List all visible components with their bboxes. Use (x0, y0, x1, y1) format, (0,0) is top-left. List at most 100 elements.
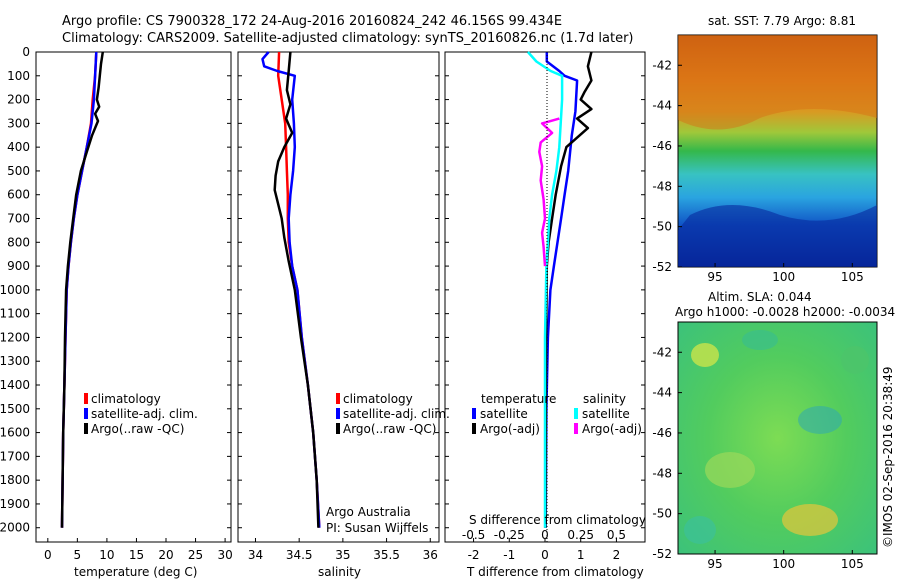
panel-temperature-frame (35, 51, 232, 543)
x-tick-label: -1 (503, 548, 515, 562)
legend-label-t-satellite: satellite (480, 407, 528, 421)
lat-tick-label: -42 (652, 58, 672, 72)
legend-label-climatology: climatology (91, 392, 161, 406)
legend-swatch-t-argo (472, 423, 476, 434)
sla-blob (782, 504, 838, 536)
lon-tick-label: 100 (772, 557, 795, 571)
legend-label-s-satellite: satellite (582, 407, 630, 421)
lat-tick-label: -44 (652, 386, 672, 400)
x-tick-label: 0.25 (567, 528, 594, 542)
lat-tick-label: -48 (652, 179, 672, 193)
depth-tick-label: 1300 (0, 354, 30, 368)
sla-blob (691, 343, 719, 367)
legend-label-climatology: climatology (343, 392, 413, 406)
series-line-argo-raw-qc- (273, 51, 320, 528)
x-tick-label: 10 (99, 548, 114, 562)
depth-tick-label: 2000 (0, 521, 30, 535)
sst-map-title: sat. SST: 7.79 Argo: 8.81 (708, 14, 856, 28)
diff-s-x-ticks: -0.5 -0.25 0 0.25 0.5 (462, 528, 626, 542)
depth-tick-label: 800 (7, 235, 30, 249)
series-line-satellite (526, 51, 564, 528)
x-tick-label: 34.5 (286, 548, 313, 562)
depth-tick-label: 700 (7, 212, 30, 226)
depth-tick-label: 1700 (0, 449, 30, 463)
salinity-legend: climatology satellite-adj. clim. Argo(..… (336, 392, 450, 436)
x-tick-label: 35.5 (373, 548, 400, 562)
temperature-legend: climatology satellite-adj. clim. Argo(..… (84, 392, 198, 436)
lon-tick-label: 100 (772, 270, 795, 284)
legend-label-satellite: satellite-adj. clim. (343, 407, 450, 421)
sla-blob (742, 330, 778, 350)
depth-tick-label: 500 (7, 164, 30, 178)
legend-label-s-argo: Argo(-adj) (582, 422, 642, 436)
x-tick-label: 0 (541, 528, 549, 542)
x-tick-label: -2 (468, 548, 480, 562)
diff-xlabel: T difference from climatology (466, 565, 644, 579)
imos-stamp: ©IMOS 02-Sep-2016 20:38:49 (881, 366, 895, 548)
salinity-series-group (261, 51, 321, 528)
sst-x-ticks: 95 100 105 (707, 263, 864, 284)
sla-blob (684, 516, 716, 544)
sst-y-ticks: -42 -44 -46 -48 -50 -52 (652, 58, 682, 274)
depth-tick-label: 1800 (0, 473, 30, 487)
x-tick-label: 2 (613, 548, 621, 562)
salinity-xlabel: salinity (318, 565, 361, 579)
legend-title-salinity: salinity (583, 392, 626, 406)
depth-tick-label: 1500 (0, 402, 30, 416)
depth-tick-label: 400 (7, 140, 30, 154)
sla-x-ticks: 95 100 105 (707, 550, 864, 571)
lon-tick-label: 95 (707, 557, 722, 571)
sla-y-ticks: -42 -44 -46 -48 -50 -52 (652, 345, 682, 561)
depth-tick-label: 1400 (0, 378, 30, 392)
legend-title-temperature: temperature (481, 392, 556, 406)
depth-tick-label: 600 (7, 188, 30, 202)
lat-tick-label: -44 (652, 99, 672, 113)
x-tick-label: 15 (129, 548, 144, 562)
lat-tick-label: -48 (652, 466, 672, 480)
depth-tick-label: 900 (7, 259, 30, 273)
legend-label-satellite: satellite-adj. clim. (91, 407, 198, 421)
x-tick-label: 0.5 (607, 528, 626, 542)
header-line-1: Argo profile: CS 7900328_172 24-Aug-2016… (62, 14, 562, 29)
depth-axis: 0 100 200 300 400 500 600 700 800 900 1000 1100 1200… (0, 45, 645, 535)
lat-tick-label: -46 (652, 139, 672, 153)
legend-swatch-climatology (336, 393, 340, 404)
lat-tick-label: -46 (652, 426, 672, 440)
diff-t-x-ticks: -2 -1 0 1 2 (468, 538, 621, 562)
panel-salinity-frame (237, 51, 440, 543)
sla-map-title-1: Altim. SLA: 0.044 (708, 290, 812, 304)
legend-label-argo: Argo(..raw -QC) (343, 422, 436, 436)
sla-blob (841, 346, 869, 374)
sla-map-blobs (684, 330, 869, 544)
depth-tick-label: 0 (22, 45, 30, 59)
x-tick-label: 0 (541, 548, 549, 562)
legend-swatch-s-argo (574, 423, 578, 434)
lon-tick-label: 105 (841, 270, 864, 284)
salinity-x-ticks: 34 34.5 35 35.5 36 (248, 538, 438, 562)
temperature-series-group (60, 51, 105, 528)
temperature-xlabel: temperature (deg C) (74, 565, 197, 579)
lon-tick-label: 95 (707, 270, 722, 284)
depth-tick-label: 300 (7, 116, 30, 130)
temperature-x-ticks: 0 5 10 15 20 25 30 (44, 538, 233, 562)
series-line-argo-raw-qc- (60, 51, 105, 528)
sla-blob (798, 406, 842, 434)
legend-swatch-argo (336, 423, 340, 434)
x-tick-label: -0.25 (494, 528, 525, 542)
legend-swatch-t-satellite (472, 408, 476, 419)
x-tick-label: 30 (217, 548, 232, 562)
sla-map-title-2: Argo h1000: -0.0028 h2000: -0.0034 (675, 305, 895, 319)
depth-tick-label: 1600 (0, 426, 30, 440)
depth-tick-label: 1200 (0, 330, 30, 344)
legend-label-t-argo: Argo(-adj) (480, 422, 540, 436)
depth-tick-label: 200 (7, 93, 30, 107)
legend-label-argo: Argo(..raw -QC) (91, 422, 184, 436)
legend-swatch-satellite (84, 408, 88, 419)
lat-tick-label: -42 (652, 345, 672, 359)
depth-tick-label: 1900 (0, 497, 30, 511)
sla-blob (705, 452, 755, 488)
x-tick-label: 20 (158, 548, 173, 562)
series-line-satellite (544, 52, 579, 528)
depth-tick-label: 1000 (0, 283, 30, 297)
